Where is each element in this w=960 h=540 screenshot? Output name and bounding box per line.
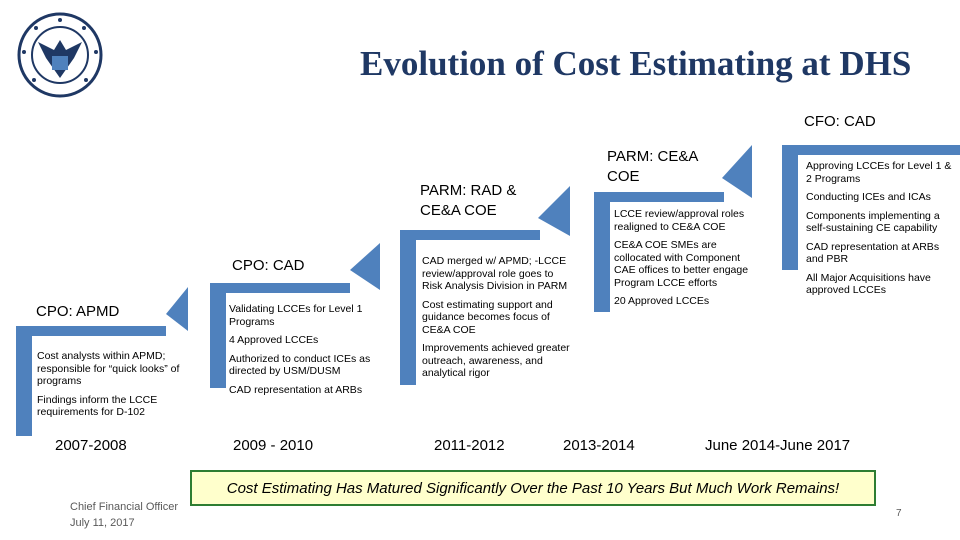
- step-4-tread: [594, 192, 724, 202]
- stage-4-bullet: 20 Approved LCCEs: [614, 295, 764, 308]
- step-3-riser: [400, 230, 416, 385]
- step-2-arrow: [350, 243, 380, 290]
- step-2-tread: [210, 283, 350, 293]
- stage-5-bullet: Approving LCCEs for Level 1 & 2 Programs: [806, 160, 956, 185]
- summary-banner: Cost Estimating Has Matured Significantl…: [190, 470, 876, 506]
- step-3-tread: [400, 230, 540, 240]
- stage-4-bullets: LCCE review/approval roles realigned to …: [614, 208, 764, 314]
- stage-3-period: 2011-2012: [434, 437, 505, 454]
- page-title: Evolution of Cost Estimating at DHS: [360, 44, 911, 84]
- stage-2-period: 2009 - 2010: [233, 437, 313, 454]
- stage-1-bullet: Cost analysts within APMD; responsible f…: [37, 350, 187, 388]
- stage-5-bullet: Conducting ICEs and ICAs: [806, 191, 956, 204]
- stage-3-bullet: Improvements achieved greater outreach, …: [422, 342, 572, 380]
- stage-3-label: PARM: RAD & CE&A COE: [420, 181, 540, 221]
- stage-5-bullet: CAD representation at ARBs and PBR: [806, 241, 956, 266]
- stage-1-label: CPO: APMD: [36, 303, 119, 320]
- stage-2-bullet: Authorized to conduct ICEs as directed b…: [229, 353, 389, 378]
- step-1-riser: [16, 326, 32, 436]
- page-number: 7: [896, 508, 902, 519]
- stage-5-bullets: Approving LCCEs for Level 1 & 2 Programs…: [806, 160, 956, 303]
- footer: Chief Financial Officer July 11, 2017: [70, 499, 178, 531]
- step-3-arrow: [538, 186, 570, 236]
- stage-4-bullet: LCCE review/approval roles realigned to …: [614, 208, 764, 233]
- stage-3-bullets: CAD merged w/ APMD; -LCCE review/approva…: [422, 255, 572, 386]
- stage-2-label: CPO: CAD: [232, 257, 305, 274]
- stage-5-bullet: All Major Acquisitions have approved LCC…: [806, 272, 956, 297]
- step-4-riser: [594, 192, 610, 312]
- stage-2-bullets: Validating LCCEs for Level 1 Programs 4 …: [229, 303, 389, 402]
- stage-5-bullet: Components implementing a self-sustainin…: [806, 210, 956, 235]
- step-1-arrow: [166, 287, 188, 331]
- stage-5-period: June 2014-June 2017: [705, 437, 850, 454]
- footer-office: Chief Financial Officer: [70, 499, 178, 515]
- stage-4-period: 2013-2014: [563, 437, 635, 454]
- footer-date: July 11, 2017: [70, 515, 178, 531]
- stage-4-label: PARM: CE&A COE: [607, 147, 727, 187]
- seal-icon: [14, 12, 106, 98]
- stage-1-period: 2007-2008: [55, 437, 127, 454]
- stage-4-bullet: CE&A COE SMEs are collocated with Compon…: [614, 239, 764, 289]
- stage-2-bullet: Validating LCCEs for Level 1 Programs: [229, 303, 389, 328]
- stage-1-bullet: Findings inform the LCCE requirements fo…: [37, 394, 187, 419]
- stage-5-label: CFO: CAD: [804, 113, 876, 130]
- stage-3-bullet: CAD merged w/ APMD; -LCCE review/approva…: [422, 255, 572, 293]
- stage-1-bullets: Cost analysts within APMD; responsible f…: [37, 350, 187, 425]
- step-5-riser: [782, 145, 798, 270]
- step-2-riser: [210, 283, 226, 388]
- stage-2-bullet: 4 Approved LCCEs: [229, 334, 389, 347]
- stage-3-bullet: Cost estimating support and guidance bec…: [422, 299, 572, 337]
- step-1-tread: [16, 326, 166, 336]
- stage-2-bullet: CAD representation at ARBs: [229, 384, 389, 397]
- step-5-tread: [782, 145, 960, 155]
